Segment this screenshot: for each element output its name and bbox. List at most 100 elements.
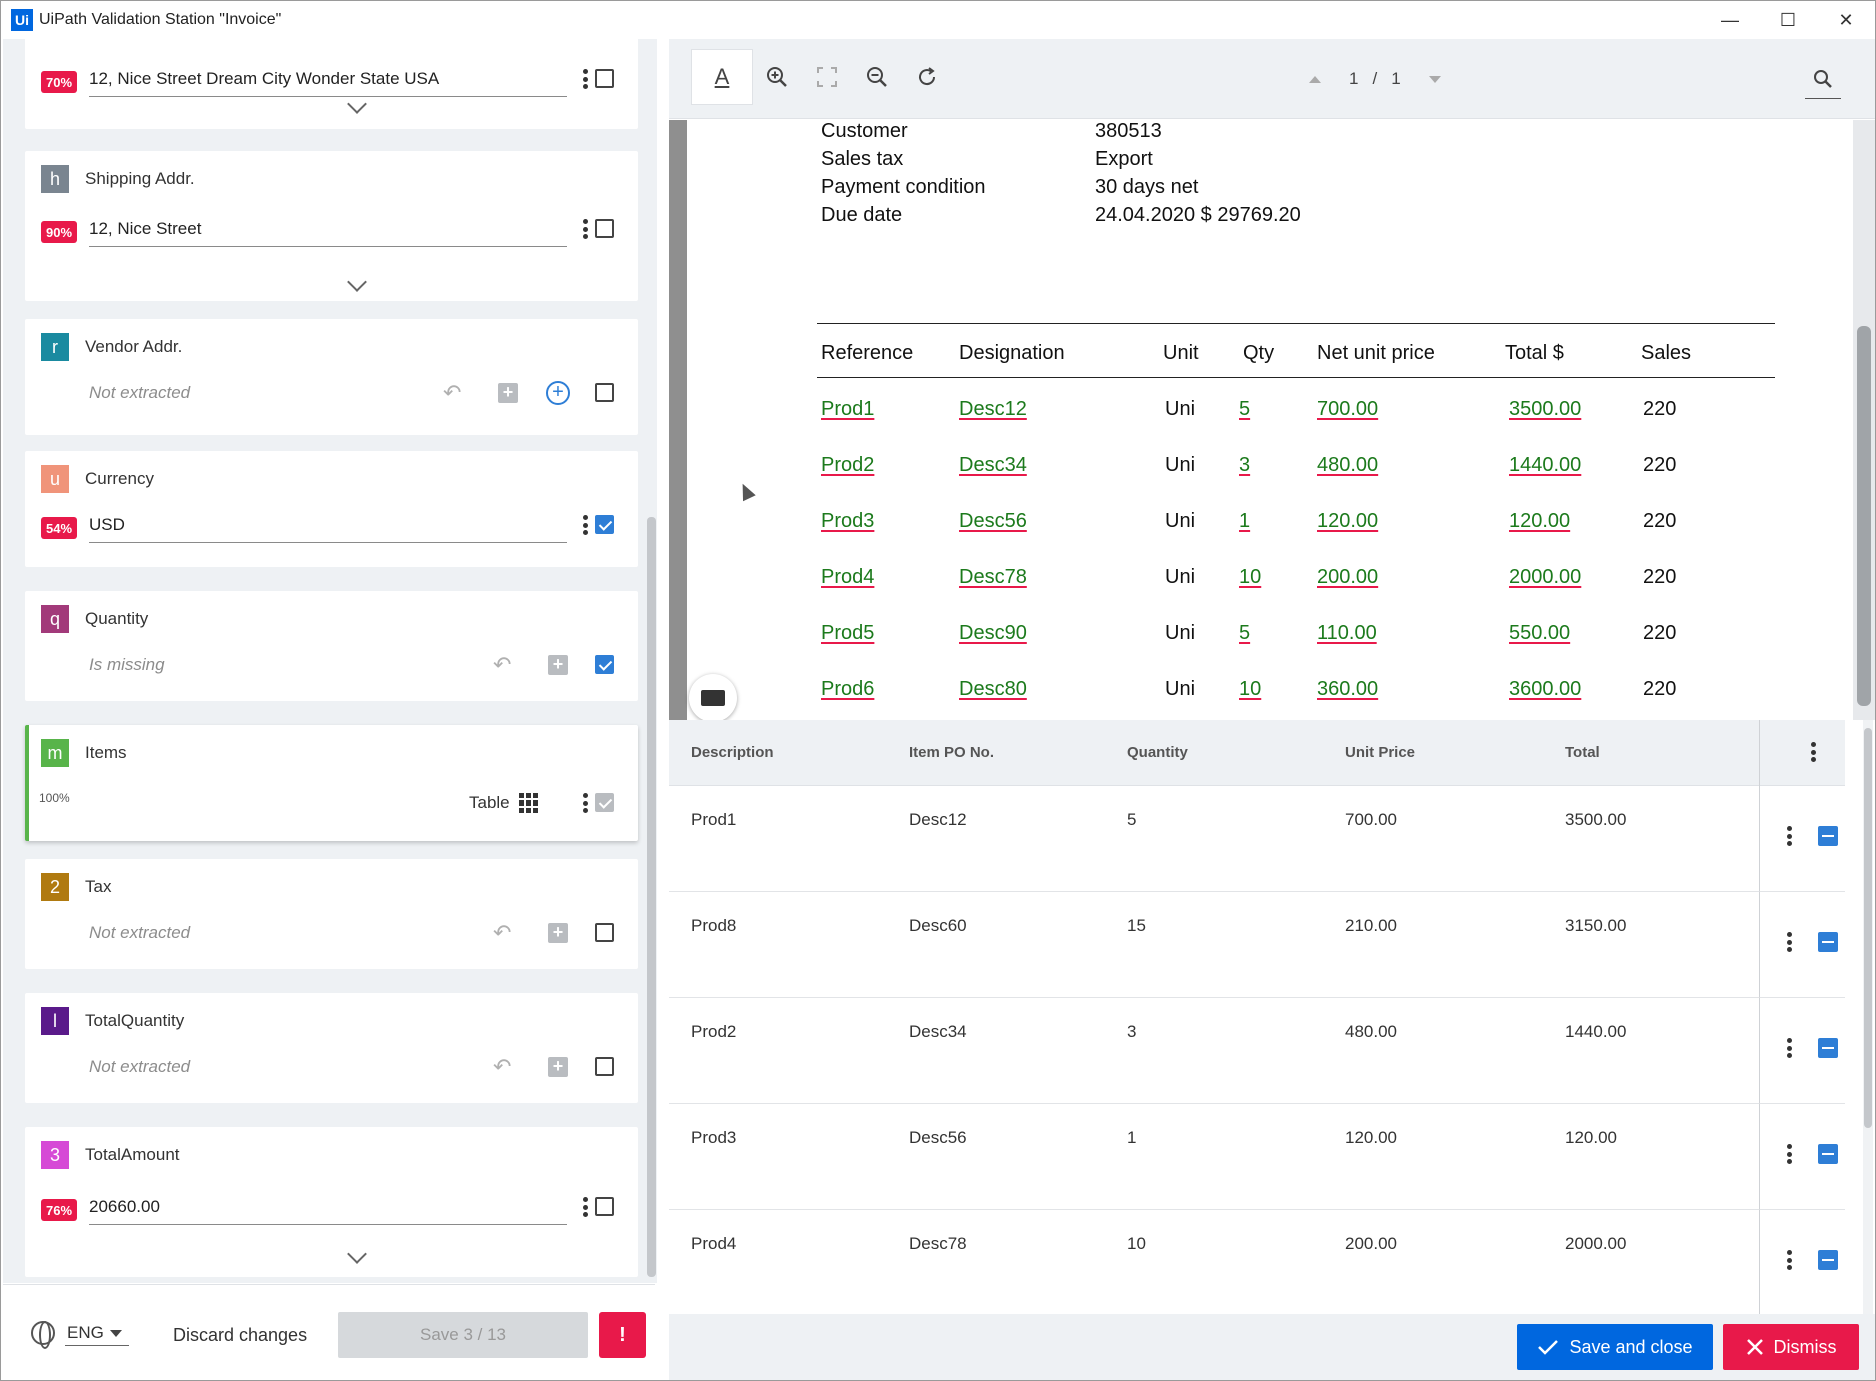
add-circle-icon[interactable]: + [546, 381, 570, 405]
caret-down-icon [109, 1329, 122, 1337]
document-scrollbar[interactable] [1853, 120, 1875, 720]
table-grid-icon[interactable] [519, 793, 539, 813]
table-options-icon[interactable] [1808, 740, 1818, 764]
undo-icon[interactable]: ↶ [493, 652, 512, 677]
undo-icon[interactable]: ↶ [493, 920, 512, 945]
field-status: Is missing [89, 655, 165, 674]
document-viewer[interactable]: Customer 380513 Sales tax Export Payment… [669, 120, 1875, 720]
row-options-icon[interactable] [1784, 1036, 1794, 1060]
confirm-checkbox[interactable] [595, 515, 614, 534]
remove-row-icon[interactable] [1818, 1038, 1838, 1058]
table-row[interactable]: Prod4 Desc78 10 200.00 2000.00 [669, 1210, 1759, 1314]
chevron-down-icon[interactable] [347, 272, 367, 292]
save-button[interactable]: Save 3 / 13 [338, 1312, 588, 1358]
fit-page-icon [817, 67, 837, 87]
field-value[interactable]: USD [89, 515, 125, 534]
zoom-out-button[interactable] [857, 49, 897, 105]
confirm-checkbox[interactable] [595, 655, 614, 674]
search-icon [1814, 70, 1832, 88]
more-options-icon[interactable] [580, 513, 590, 537]
confirm-checkbox[interactable] [595, 793, 614, 812]
field-letter-badge: u [41, 465, 69, 493]
field-card-items[interactable]: m Items 100% Table [25, 725, 638, 841]
confirm-checkbox[interactable] [595, 1057, 614, 1076]
remove-row-icon[interactable] [1818, 1250, 1838, 1270]
text-select-button[interactable]: A [691, 49, 753, 105]
minimize-button[interactable]: — [1721, 9, 1739, 30]
table-row[interactable]: Prod8 Desc60 15 210.00 3150.00 [669, 892, 1759, 998]
doc-col-header: Total $ [1505, 342, 1564, 364]
row-options-icon[interactable] [1784, 930, 1794, 954]
table-scrollbar[interactable] [1863, 720, 1873, 1314]
add-value-icon[interactable]: + [548, 655, 568, 675]
save-and-close-button[interactable]: Save and close [1517, 1324, 1713, 1370]
undo-icon[interactable]: ↶ [443, 380, 462, 405]
confirm-checkbox[interactable] [595, 69, 614, 88]
prev-page-icon[interactable] [1309, 75, 1321, 83]
row-options-icon[interactable] [1784, 824, 1794, 848]
col-header[interactable]: Description [691, 744, 774, 761]
table-row[interactable]: Prod2 Desc34 3 480.00 1440.00 [669, 998, 1759, 1104]
field-type-label: Table [469, 793, 510, 812]
page-indicator: 1 / 1 [1309, 69, 1441, 89]
table-row[interactable]: Prod1 Desc12 5 700.00 3500.00 [669, 786, 1759, 892]
more-options-icon[interactable] [580, 1195, 590, 1219]
undo-icon[interactable]: ↶ [493, 1054, 512, 1079]
doc-meta-label: Sales tax [821, 148, 904, 170]
add-value-icon[interactable]: + [498, 383, 518, 403]
discard-changes-button[interactable]: Discard changes [173, 1325, 308, 1345]
chevron-down-icon[interactable] [347, 94, 367, 114]
action-footer: Save and close Dismiss [669, 1314, 1875, 1380]
alert-button[interactable]: ! [599, 1312, 646, 1358]
confirm-checkbox[interactable] [595, 383, 614, 402]
chevron-down-icon[interactable] [347, 1244, 367, 1264]
doc-meta-label: Due date [821, 204, 903, 226]
text-tool-icon: A [714, 64, 730, 89]
col-header[interactable]: Unit Price [1345, 744, 1416, 761]
close-window-button[interactable]: ✕ [1838, 9, 1854, 30]
field-value[interactable]: 12, Nice Street [89, 219, 202, 238]
fit-page-button[interactable] [807, 49, 847, 105]
field-letter-badge: r [41, 333, 69, 361]
more-options-icon[interactable] [580, 217, 590, 241]
field-name: Currency [85, 469, 154, 488]
keyboard-button[interactable] [689, 674, 737, 720]
remove-row-icon[interactable] [1818, 826, 1838, 846]
doc-meta-label: Customer [821, 120, 908, 142]
doc-meta-value: 30 days net [1095, 176, 1199, 198]
maximize-button[interactable]: ☐ [1779, 9, 1797, 30]
confirm-checkbox[interactable] [595, 219, 614, 238]
field-value[interactable]: 20660.00 [89, 1197, 160, 1216]
field-status: Not extracted [89, 1057, 191, 1076]
field-letter-badge: h [41, 165, 69, 193]
add-value-icon[interactable]: + [548, 1057, 568, 1077]
next-page-icon[interactable] [1428, 75, 1441, 83]
document-panel: A 1 / 1 [669, 39, 1875, 1380]
row-actions [1759, 998, 1845, 1104]
language-selector[interactable]: ENG [31, 1321, 122, 1349]
col-header[interactable]: Item PO No. [909, 744, 995, 761]
search-button[interactable] [1805, 63, 1841, 99]
rotate-button[interactable] [907, 49, 947, 105]
fields-scrollbar[interactable] [647, 39, 657, 1283]
more-options-icon[interactable] [580, 791, 590, 815]
zoom-in-button[interactable] [757, 49, 797, 105]
doc-meta-label: Payment condition [821, 176, 986, 198]
more-options-icon[interactable] [580, 67, 590, 91]
add-value-icon[interactable]: + [548, 923, 568, 943]
col-header[interactable]: Total [1565, 744, 1600, 761]
confirm-checkbox[interactable] [595, 1197, 614, 1216]
col-header[interactable]: Quantity [1127, 744, 1188, 761]
table-row[interactable]: Prod3 Desc56 1 120.00 120.00 [669, 1104, 1759, 1210]
confidence-badge: 76% [41, 1199, 78, 1221]
dismiss-button[interactable]: Dismiss [1723, 1324, 1859, 1370]
field-value[interactable]: 12, Nice Street Dream City Wonder State … [89, 69, 440, 88]
row-options-icon[interactable] [1784, 1142, 1794, 1166]
confirm-checkbox[interactable] [595, 923, 614, 942]
doc-meta-value: 380513 [1095, 120, 1162, 142]
remove-row-icon[interactable] [1818, 932, 1838, 952]
row-options-icon[interactable] [1784, 1248, 1794, 1272]
remove-row-icon[interactable] [1818, 1144, 1838, 1164]
field-card-tax: 2 Tax Not extracted ↶ + [25, 859, 638, 969]
